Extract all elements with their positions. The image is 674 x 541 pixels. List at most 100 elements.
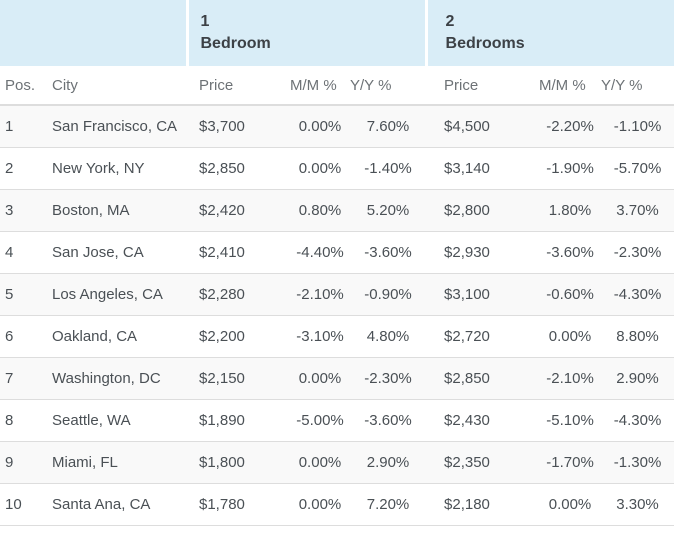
cell-price-1br: $2,200: [187, 314, 290, 357]
cell-mm-2br: 0.00%: [539, 482, 602, 526]
cell-pos: 7: [0, 356, 47, 399]
cell-price-1br: $2,150: [187, 356, 290, 399]
table-row: 6 Oakland, CA $2,200 -3.10% 4.80% $2,720…: [0, 314, 674, 357]
cell-yy-2br: -1.30%: [601, 440, 674, 483]
cell-city: Oakland, CA: [47, 314, 187, 357]
col-header-city: City: [47, 66, 187, 106]
cell-yy-1br: -3.60%: [350, 398, 427, 441]
col-header-price-1br: Price: [187, 66, 290, 106]
cell-yy-2br: 8.80%: [601, 314, 674, 357]
cell-pos: 1: [0, 104, 47, 147]
cell-yy-2br: 2.90%: [601, 356, 674, 399]
cell-price-1br: $1,780: [187, 482, 290, 526]
table-row: 2 New York, NY $2,850 0.00% -1.40% $3,14…: [0, 146, 674, 189]
cell-mm-1br: -4.40%: [290, 230, 350, 273]
cell-mm-1br: -5.00%: [290, 398, 350, 441]
cell-mm-2br: -1.70%: [539, 440, 602, 483]
group-1-bedroom-line1: 1: [200, 13, 210, 30]
cell-price-2br: $3,140: [426, 146, 540, 189]
cell-pos: 4: [0, 230, 47, 273]
table-row: 3 Boston, MA $2,420 0.80% 5.20% $2,800 1…: [0, 188, 674, 231]
cell-price-1br: $1,800: [187, 440, 290, 483]
cell-yy-2br: -4.30%: [601, 398, 674, 441]
cell-mm-1br: 0.00%: [290, 482, 350, 526]
cell-city: Los Angeles, CA: [47, 272, 187, 315]
cell-mm-2br: 1.80%: [539, 188, 602, 231]
group-2-bedrooms-line1: 2: [445, 13, 455, 30]
cell-pos: 6: [0, 314, 47, 357]
table-row: 10 Santa Ana, CA $1,780 0.00% 7.20% $2,1…: [0, 482, 674, 526]
cell-mm-2br: -2.10%: [539, 356, 602, 399]
col-header-mm-1br: M/M %: [290, 66, 350, 106]
group-header-blank: [0, 0, 187, 66]
cell-mm-2br: -5.10%: [539, 398, 602, 441]
cell-yy-1br: 7.20%: [350, 482, 427, 526]
col-header-pos: Pos.: [0, 66, 47, 106]
col-header-yy-2br: Y/Y %: [601, 66, 674, 106]
cell-price-2br: $2,350: [426, 440, 540, 483]
cell-city: San Jose, CA: [47, 230, 187, 273]
cell-city: Boston, MA: [47, 188, 187, 231]
cell-yy-1br: 4.80%: [350, 314, 427, 357]
cell-city: Miami, FL: [47, 440, 187, 483]
cell-yy-2br: -5.70%: [601, 146, 674, 189]
table-row: 1 San Francisco, CA $3,700 0.00% 7.60% $…: [0, 104, 674, 147]
cell-price-1br: $2,280: [187, 272, 290, 315]
table-row: 4 San Jose, CA $2,410 -4.40% -3.60% $2,9…: [0, 230, 674, 273]
cell-price-2br: $2,800: [426, 188, 540, 231]
group-header-2-bedrooms: 2 Bedrooms: [424, 0, 674, 66]
group-1-bedroom-line2: Bedroom: [200, 35, 271, 52]
group-2-bedrooms-line2: Bedrooms: [445, 35, 525, 52]
cell-mm-1br: -2.10%: [290, 272, 350, 315]
cell-price-1br: $2,850: [187, 146, 290, 189]
cell-yy-1br: 7.60%: [350, 104, 427, 147]
table-row: 7 Washington, DC $2,150 0.00% -2.30% $2,…: [0, 356, 674, 399]
cell-yy-1br: -2.30%: [350, 356, 427, 399]
cell-mm-1br: 0.00%: [290, 356, 350, 399]
cell-pos: 2: [0, 146, 47, 189]
col-header-price-2br: Price: [426, 66, 540, 106]
cell-price-2br: $2,930: [426, 230, 540, 273]
cell-price-2br: $2,850: [426, 356, 540, 399]
cell-city: Santa Ana, CA: [47, 482, 187, 526]
cell-yy-1br: 5.20%: [350, 188, 427, 231]
cell-price-2br: $2,180: [426, 482, 540, 526]
column-header-row: Pos. City Price M/M % Y/Y % Price M/M % …: [0, 66, 674, 106]
group-header-1-bedroom: 1 Bedroom: [185, 0, 427, 66]
cell-yy-1br: -1.40%: [350, 146, 427, 189]
cell-city: New York, NY: [47, 146, 187, 189]
cell-mm-1br: 0.80%: [290, 188, 350, 231]
cell-mm-1br: 0.00%: [290, 440, 350, 483]
cell-yy-2br: -1.10%: [601, 104, 674, 147]
cell-yy-2br: -2.30%: [601, 230, 674, 273]
cell-city: San Francisco, CA: [47, 104, 187, 147]
cell-mm-1br: 0.00%: [290, 104, 350, 147]
cell-pos: 8: [0, 398, 47, 441]
cell-pos: 3: [0, 188, 47, 231]
cell-yy-1br: -0.90%: [350, 272, 427, 315]
cell-price-2br: $2,430: [426, 398, 540, 441]
cell-city: Seattle, WA: [47, 398, 187, 441]
table-row: 5 Los Angeles, CA $2,280 -2.10% -0.90% $…: [0, 272, 674, 315]
cell-mm-1br: 0.00%: [290, 146, 350, 189]
cell-yy-1br: 2.90%: [350, 440, 427, 483]
cell-price-1br: $3,700: [187, 104, 290, 147]
cell-price-1br: $2,410: [187, 230, 290, 273]
cell-yy-2br: 3.70%: [601, 188, 674, 231]
group-header-row: 1 Bedroom 2 Bedrooms: [0, 0, 674, 66]
cell-pos: 9: [0, 440, 47, 483]
cell-mm-2br: -2.20%: [539, 104, 602, 147]
cell-yy-2br: 3.30%: [601, 482, 674, 526]
col-header-yy-1br: Y/Y %: [350, 66, 427, 106]
cell-pos: 10: [0, 482, 47, 526]
col-header-mm-2br: M/M %: [539, 66, 602, 106]
cell-pos: 5: [0, 272, 47, 315]
cell-price-2br: $2,720: [426, 314, 540, 357]
cell-price-1br: $1,890: [187, 398, 290, 441]
cell-yy-2br: -4.30%: [601, 272, 674, 315]
cell-mm-1br: -3.10%: [290, 314, 350, 357]
cell-price-1br: $2,420: [187, 188, 290, 231]
table-row: 8 Seattle, WA $1,890 -5.00% -3.60% $2,43…: [0, 398, 674, 441]
cell-price-2br: $4,500: [426, 104, 540, 147]
cell-city: Washington, DC: [47, 356, 187, 399]
